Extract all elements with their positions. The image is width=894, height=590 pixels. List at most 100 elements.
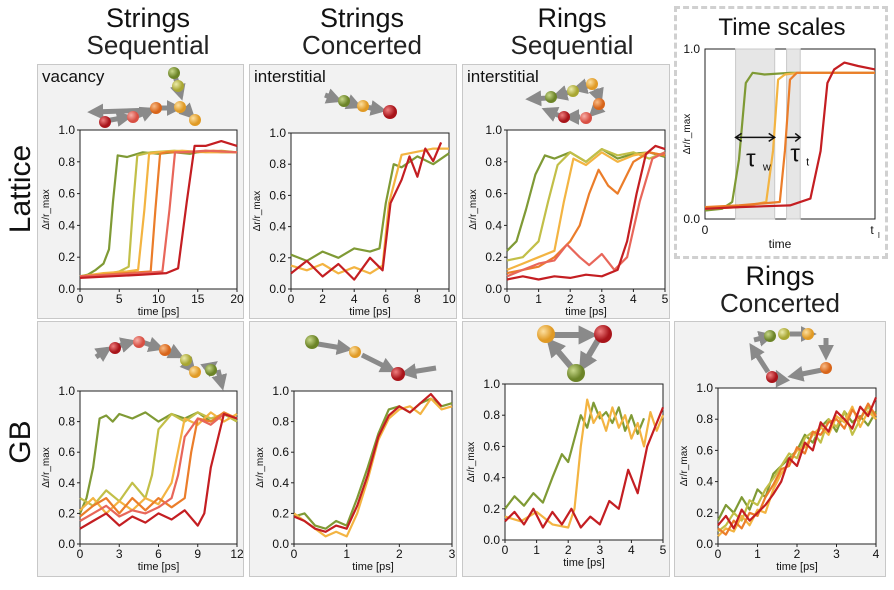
x-tick-label-sub: l — [878, 231, 880, 240]
x-axis-label: time [ps] — [563, 557, 605, 569]
y-tick-label: 0.8 — [269, 157, 286, 171]
atom-salmon — [127, 111, 139, 123]
series-line-atom1 — [290, 152, 450, 262]
series-line-atom2 — [506, 148, 666, 262]
x-tick-label: 3 — [116, 547, 123, 561]
tau-t-arrowhead — [794, 132, 802, 142]
x-tick-label: 8 — [414, 292, 421, 306]
inset-title: Time scales — [718, 14, 845, 41]
x-tick-label: 0 — [504, 292, 511, 306]
atom-light-orange — [174, 101, 186, 113]
atoms-gb-rings-concerted — [749, 325, 835, 388]
x-tick-label: 0 — [288, 292, 295, 306]
series-line-atom2 — [290, 147, 449, 275]
x-tick-label: 2 — [567, 292, 574, 306]
series-line-atom3 — [704, 71, 875, 209]
plot-area — [293, 390, 453, 545]
x-tick-label: 4 — [873, 547, 880, 561]
atom-olive — [305, 335, 319, 349]
atom-light-orange — [586, 78, 598, 90]
atom-lime — [172, 80, 184, 92]
series-line-atom6 — [506, 144, 666, 281]
header-rings-concerted: Rings Concerted — [690, 262, 870, 318]
x-tick-label: 1 — [533, 543, 540, 557]
y-axis-label: Δr/r_max — [41, 189, 52, 230]
atom-olive — [338, 95, 350, 107]
x-tick-label: 5 — [662, 292, 669, 306]
series-line-atom1 — [78, 411, 238, 514]
y-tick-label: 1.0 — [483, 377, 500, 391]
x-tick-label: 0 — [77, 292, 84, 306]
atom-light-orange — [189, 114, 201, 126]
y-axis-label: Δr/r_max — [682, 114, 693, 155]
series-line-atom3 — [504, 406, 665, 529]
y-tick-label: 0.8 — [272, 415, 289, 429]
y-tick-label: 1.0 — [485, 123, 502, 137]
series-line-atom6 — [79, 140, 238, 279]
y-tick-label: 0.8 — [485, 155, 502, 169]
atom-olive — [567, 364, 585, 382]
series-line-atom5 — [79, 149, 238, 278]
y-tick-label: 0.6 — [58, 187, 75, 201]
plot-area — [290, 132, 450, 290]
atom-red — [99, 116, 111, 128]
x-tick-label: 10 — [442, 292, 456, 306]
x-tick-label: 2 — [396, 547, 403, 561]
atom-red — [766, 371, 778, 383]
y-tick-label: 0.0 — [58, 537, 75, 551]
y-tick-label: 0.6 — [269, 188, 286, 202]
y-tick-label: 1.0 — [683, 42, 700, 56]
y-tick-label: 1.0 — [272, 384, 289, 398]
x-tick-label: 4 — [630, 292, 637, 306]
x-tick-label: 3 — [596, 543, 603, 557]
x-tick-label: 5 — [660, 543, 667, 557]
chart-lattice_strings_sequential: 0 5 10 15 20 0.0 0.2 0.4 0.6 0.8 1.0 time [ps] Δr/r_… — [41, 123, 244, 318]
y-tick-label: 0.4 — [483, 471, 500, 485]
x-tick-label: 1 — [535, 292, 542, 306]
y-tick-label: 0.2 — [272, 506, 289, 520]
x-tick-label: 5 — [116, 292, 123, 306]
header-title: Strings — [319, 3, 405, 33]
header-title: Strings — [105, 3, 191, 33]
tau-t-label: τ — [790, 140, 800, 167]
panel-tag-interstitial: interstitial — [467, 67, 539, 86]
y-tick-label: 0.2 — [58, 506, 75, 520]
atom-orange — [159, 344, 171, 356]
series-line-atom5 — [717, 396, 878, 530]
y-tick-label: 0.0 — [485, 282, 502, 296]
atoms-lattice-strings-concerted — [324, 88, 387, 116]
header-title: Rings — [537, 3, 607, 33]
series-line-atom3 — [717, 405, 877, 537]
header-strings-sequential: Strings Sequential — [62, 4, 234, 60]
y-tick-label: 0.0 — [58, 282, 75, 296]
atom-olive — [545, 91, 557, 103]
tau-w-subscript: w — [762, 161, 771, 173]
x-tick-label: 3 — [598, 292, 605, 306]
x-tick-label: 3 — [449, 547, 456, 561]
header-subtitle: Sequential — [510, 30, 634, 61]
tau-w-arrowhead-left — [734, 132, 743, 143]
y-tick-label: 0.4 — [58, 218, 75, 232]
y-tick-label: 0.6 — [485, 187, 502, 201]
x-axis-label: time [ps] — [565, 306, 607, 318]
y-tick-label: 0.0 — [483, 533, 500, 547]
tau-w-label: τ — [746, 145, 756, 172]
series-line-atom4 — [704, 61, 876, 210]
plot-area — [79, 129, 238, 290]
header-subtitle: Concerted — [302, 30, 422, 61]
atom-orange — [150, 102, 162, 114]
x-tick-label: 0 — [715, 547, 722, 561]
y-tick-label: 0.4 — [696, 475, 713, 489]
y-tick-label: 0.0 — [683, 212, 700, 226]
atom-olive — [168, 67, 180, 79]
y-tick-label: 0.8 — [483, 408, 500, 422]
y-axis-label: Δr/r_max — [466, 442, 477, 483]
x-tick-label: 2 — [794, 547, 801, 561]
atom-red — [594, 325, 612, 343]
header-strings-concerted: Strings Concerted — [276, 4, 448, 60]
atoms-gb-rings-sequential — [546, 325, 601, 372]
atom-lime — [567, 85, 579, 97]
y-tick-label: 0.4 — [269, 220, 286, 234]
x-tick-label: t — [870, 223, 874, 237]
